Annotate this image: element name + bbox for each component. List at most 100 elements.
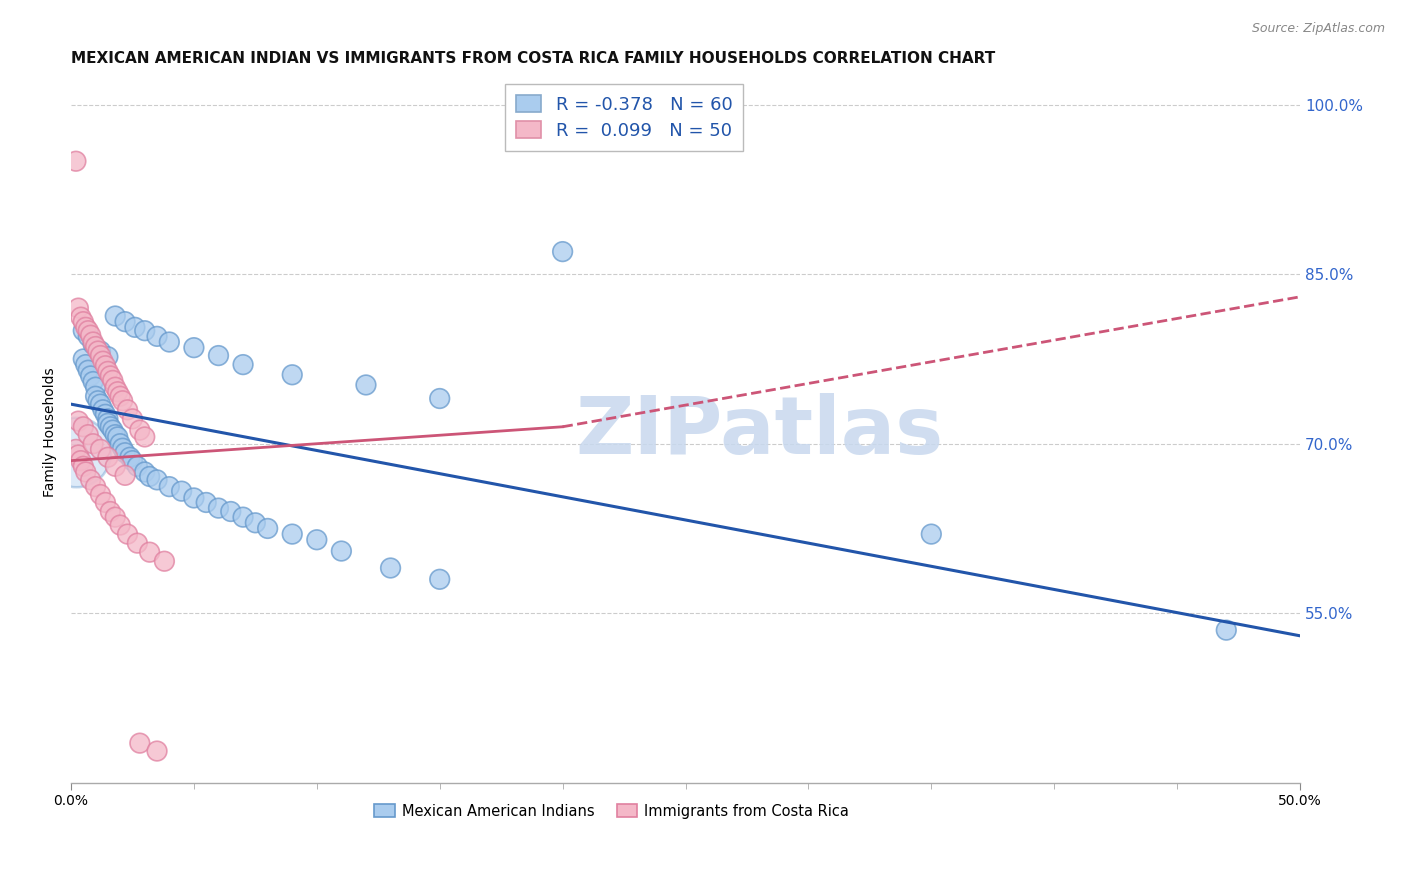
- Point: [77, 329, 100, 343]
- Point: [108, 389, 131, 403]
- Point: [114, 315, 136, 329]
- Point: [79, 368, 101, 383]
- Point: [77, 324, 100, 338]
- Text: ZIPatlas: ZIPatlas: [575, 393, 943, 471]
- Point: [138, 545, 160, 559]
- Point: [67, 301, 90, 315]
- Point: [94, 359, 117, 373]
- Point: [75, 320, 97, 334]
- Point: [146, 744, 169, 758]
- Point: [82, 337, 104, 351]
- Point: [114, 446, 136, 460]
- Point: [82, 375, 104, 389]
- Point: [82, 334, 104, 349]
- Point: [245, 516, 267, 530]
- Point: [104, 427, 127, 442]
- Point: [920, 527, 942, 541]
- Point: [121, 412, 143, 426]
- Point: [111, 441, 134, 455]
- Point: [138, 469, 160, 483]
- Point: [134, 324, 156, 338]
- Point: [79, 328, 101, 343]
- Point: [94, 407, 117, 421]
- Point: [97, 364, 120, 378]
- Point: [232, 510, 254, 524]
- Point: [104, 510, 127, 524]
- Point: [82, 436, 104, 450]
- Point: [134, 430, 156, 444]
- Point: [128, 423, 150, 437]
- Point: [380, 561, 402, 575]
- Point: [91, 402, 114, 417]
- Point: [67, 414, 90, 428]
- Point: [429, 392, 451, 406]
- Point: [157, 480, 180, 494]
- Point: [107, 430, 129, 444]
- Point: [87, 344, 110, 359]
- Point: [72, 459, 94, 474]
- Point: [98, 368, 121, 383]
- Point: [87, 393, 110, 408]
- Point: [65, 442, 87, 457]
- Point: [429, 572, 451, 586]
- Point: [69, 310, 91, 325]
- Point: [72, 324, 94, 338]
- Point: [104, 459, 127, 474]
- Text: MEXICAN AMERICAN INDIAN VS IMMIGRANTS FROM COSTA RICA FAMILY HOUSEHOLDS CORRELAT: MEXICAN AMERICAN INDIAN VS IMMIGRANTS FR…: [72, 51, 995, 66]
- Point: [104, 380, 127, 394]
- Point: [183, 341, 205, 355]
- Point: [91, 354, 114, 368]
- Point: [146, 473, 169, 487]
- Point: [108, 518, 131, 533]
- Point: [98, 419, 121, 434]
- Point: [256, 521, 278, 535]
- Point: [89, 487, 111, 501]
- Point: [107, 384, 129, 399]
- Point: [77, 363, 100, 377]
- Point: [117, 402, 139, 417]
- Point: [124, 320, 146, 334]
- Point: [128, 736, 150, 750]
- Point: [281, 527, 304, 541]
- Point: [98, 504, 121, 518]
- Point: [72, 351, 94, 366]
- Point: [330, 544, 353, 558]
- Point: [97, 412, 120, 426]
- Point: [101, 423, 124, 437]
- Point: [146, 329, 169, 343]
- Point: [75, 358, 97, 372]
- Point: [157, 334, 180, 349]
- Point: [354, 378, 377, 392]
- Point: [84, 480, 107, 494]
- Point: [94, 495, 117, 509]
- Point: [232, 358, 254, 372]
- Point: [170, 484, 193, 499]
- Point: [127, 459, 149, 474]
- Point: [79, 473, 101, 487]
- Point: [118, 450, 141, 465]
- Point: [1215, 623, 1237, 637]
- Point: [84, 339, 107, 353]
- Legend: Mexican American Indians, Immigrants from Costa Rica: Mexican American Indians, Immigrants fro…: [368, 797, 855, 824]
- Point: [207, 501, 229, 516]
- Point: [108, 436, 131, 450]
- Point: [195, 495, 218, 509]
- Point: [104, 309, 127, 323]
- Point: [72, 315, 94, 329]
- Point: [134, 465, 156, 479]
- Point: [97, 450, 120, 465]
- Point: [67, 448, 90, 462]
- Point: [219, 504, 242, 518]
- Point: [69, 453, 91, 467]
- Point: [111, 393, 134, 408]
- Point: [89, 397, 111, 411]
- Point: [84, 389, 107, 403]
- Point: [75, 465, 97, 479]
- Point: [117, 527, 139, 541]
- Point: [65, 444, 87, 458]
- Point: [127, 536, 149, 550]
- Point: [97, 350, 120, 364]
- Point: [121, 453, 143, 467]
- Point: [114, 468, 136, 483]
- Point: [207, 349, 229, 363]
